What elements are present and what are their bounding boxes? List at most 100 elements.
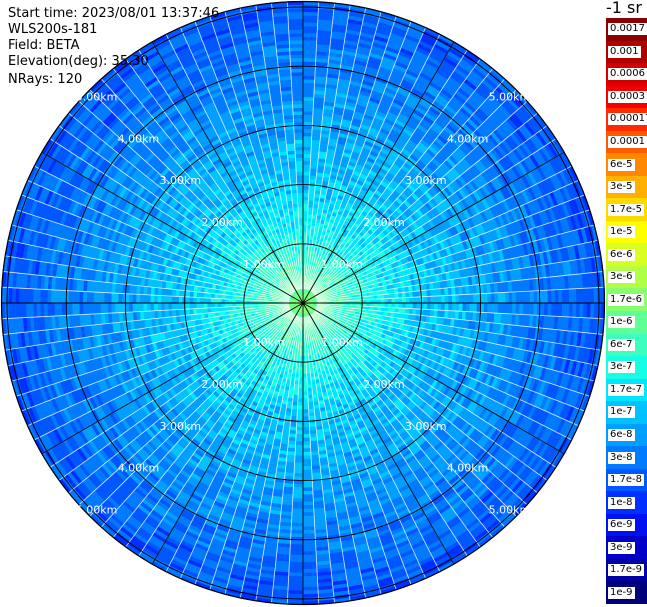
radar-cell	[302, 114, 314, 119]
radar-cell	[307, 210, 313, 215]
radar-cell	[473, 293, 478, 304]
radar-cell	[302, 142, 312, 148]
radar-cell	[302, 11, 319, 16]
radar-cell	[408, 308, 414, 315]
radar-cell	[302, 110, 314, 116]
radar-cell	[302, 174, 310, 180]
radar-cell	[508, 302, 513, 315]
radar-cell	[302, 185, 310, 190]
radar-cell	[572, 288, 577, 304]
radar-cell	[391, 302, 396, 309]
radar-cell	[558, 302, 563, 317]
radar-cell	[302, 150, 312, 155]
radar-cell	[366, 597, 384, 605]
radar-cell	[387, 307, 392, 313]
radar-cell	[302, 57, 317, 63]
radar-cell	[302, 18, 319, 23]
radar-cell	[308, 196, 315, 201]
radar-cell	[307, 207, 314, 212]
radar-cell	[384, 302, 389, 308]
radar-cell	[497, 292, 503, 304]
radar-cell	[504, 302, 510, 314]
radar-cell	[380, 302, 385, 308]
radar-cell	[575, 302, 581, 318]
radar-cell	[540, 302, 545, 316]
radar-cell	[469, 302, 474, 313]
radar-cell	[547, 289, 552, 304]
radar-cell	[565, 302, 570, 318]
radar-cell	[441, 302, 446, 311]
radar-cell	[412, 308, 417, 316]
radar-cell	[381, 593, 399, 602]
radar-cell	[501, 302, 506, 314]
radar-cell	[302, 139, 312, 144]
radar-cell	[579, 288, 584, 304]
radar-cell	[434, 295, 439, 304]
radar-cell	[302, 29, 318, 34]
radar-cell	[302, 61, 316, 66]
radar-cell	[587, 191, 598, 209]
radar-cell	[430, 295, 435, 304]
radar-cell	[391, 297, 396, 304]
radar-cell	[302, 64, 316, 70]
radar-cell	[302, 50, 317, 55]
radar-cell	[455, 302, 460, 312]
radar-cell	[536, 302, 542, 316]
radar-cell	[533, 290, 538, 304]
radar-cell	[547, 302, 552, 317]
radar-cell	[593, 302, 599, 319]
radar-cell	[526, 302, 531, 316]
radar-cell	[302, 196, 309, 201]
radar-cell	[308, 189, 316, 194]
radar-cell	[302, 199, 309, 204]
radar-cell	[302, 54, 317, 59]
radar-cell	[373, 298, 378, 304]
radar-cell	[597, 366, 605, 384]
radar-cell	[572, 302, 577, 318]
radar-cell	[423, 302, 428, 310]
radar-cell	[302, 36, 318, 41]
radar-cell	[540, 290, 545, 304]
radar-cell	[437, 302, 442, 311]
radar-cell	[307, 199, 314, 205]
radar-cell	[419, 302, 424, 310]
radar-cell	[426, 296, 432, 304]
radar-cell	[302, 103, 314, 109]
radar-cell	[526, 290, 531, 304]
radar-cell	[490, 302, 496, 314]
radar-cell	[465, 302, 471, 312]
radar-cell	[583, 287, 588, 304]
radar-cell	[302, 132, 313, 137]
radar-cell	[387, 298, 393, 304]
radar-cell	[302, 217, 308, 222]
radar-cell	[302, 182, 310, 187]
radar-cell	[529, 290, 535, 304]
radar-cell	[565, 288, 570, 304]
radar-cell	[302, 39, 317, 45]
radar-cell	[451, 302, 456, 312]
radar-cell	[302, 189, 310, 194]
radar-cell	[579, 302, 584, 318]
radar-cell	[302, 93, 315, 98]
radar-cell	[455, 294, 460, 304]
radar-cell	[302, 47, 317, 52]
radar-cell	[302, 96, 314, 102]
radar-cell	[444, 295, 449, 304]
radar-cell	[522, 302, 527, 315]
radar-cell	[458, 294, 464, 304]
radar-cell	[395, 302, 400, 309]
radar-cell	[302, 82, 315, 87]
radar-cell	[490, 292, 496, 304]
radar-cell	[402, 297, 407, 304]
radar-cell	[590, 302, 595, 319]
radar-cell	[308, 192, 315, 198]
radar-cell	[302, 153, 312, 158]
radar-cell	[391, 293, 396, 299]
radar-cell	[586, 302, 591, 319]
radar-cell	[302, 146, 312, 151]
radar-cell	[302, 43, 317, 48]
radar-cell	[465, 294, 471, 304]
radar-cell	[444, 302, 449, 311]
radar-cell	[302, 71, 316, 77]
radar-cell	[402, 302, 407, 309]
